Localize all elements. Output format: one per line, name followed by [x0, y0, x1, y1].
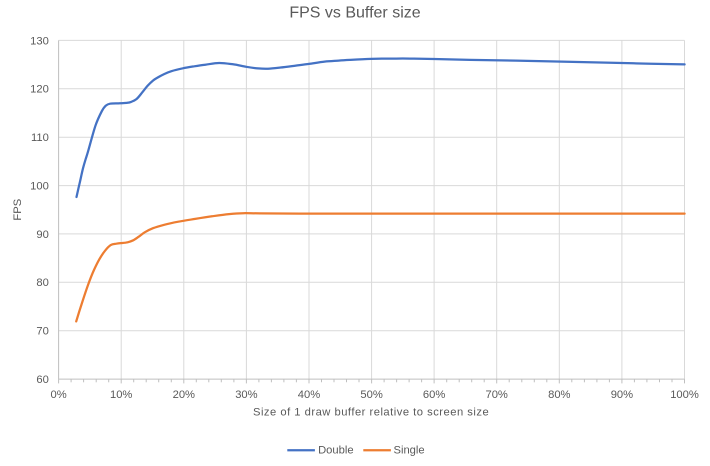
svg-text:100%: 100%	[670, 389, 699, 401]
svg-text:130: 130	[30, 35, 49, 47]
svg-text:80: 80	[36, 277, 48, 289]
svg-text:30%: 30%	[235, 389, 257, 401]
svg-text:120: 120	[30, 84, 49, 96]
svg-text:20%: 20%	[173, 389, 195, 401]
svg-text:90%: 90%	[611, 389, 633, 401]
svg-text:Size of 1 draw buffer relative: Size of 1 draw buffer relative to screen…	[253, 407, 489, 419]
svg-text:FPS: FPS	[12, 199, 24, 221]
svg-text:90: 90	[36, 229, 48, 241]
svg-text:110: 110	[31, 132, 49, 144]
svg-text:10%: 10%	[110, 389, 132, 401]
svg-text:Single: Single	[394, 445, 425, 457]
svg-text:0%: 0%	[51, 389, 67, 401]
svg-text:Double: Double	[318, 445, 353, 457]
svg-text:60%: 60%	[423, 389, 445, 401]
svg-text:60: 60	[36, 374, 48, 386]
svg-text:70%: 70%	[485, 389, 507, 401]
svg-text:100: 100	[30, 181, 49, 193]
svg-text:50%: 50%	[360, 389, 382, 401]
svg-text:FPS vs Buffer size: FPS vs Buffer size	[289, 5, 420, 22]
svg-text:80%: 80%	[548, 389, 570, 401]
svg-text:40%: 40%	[298, 389, 320, 401]
svg-text:70: 70	[36, 326, 48, 338]
